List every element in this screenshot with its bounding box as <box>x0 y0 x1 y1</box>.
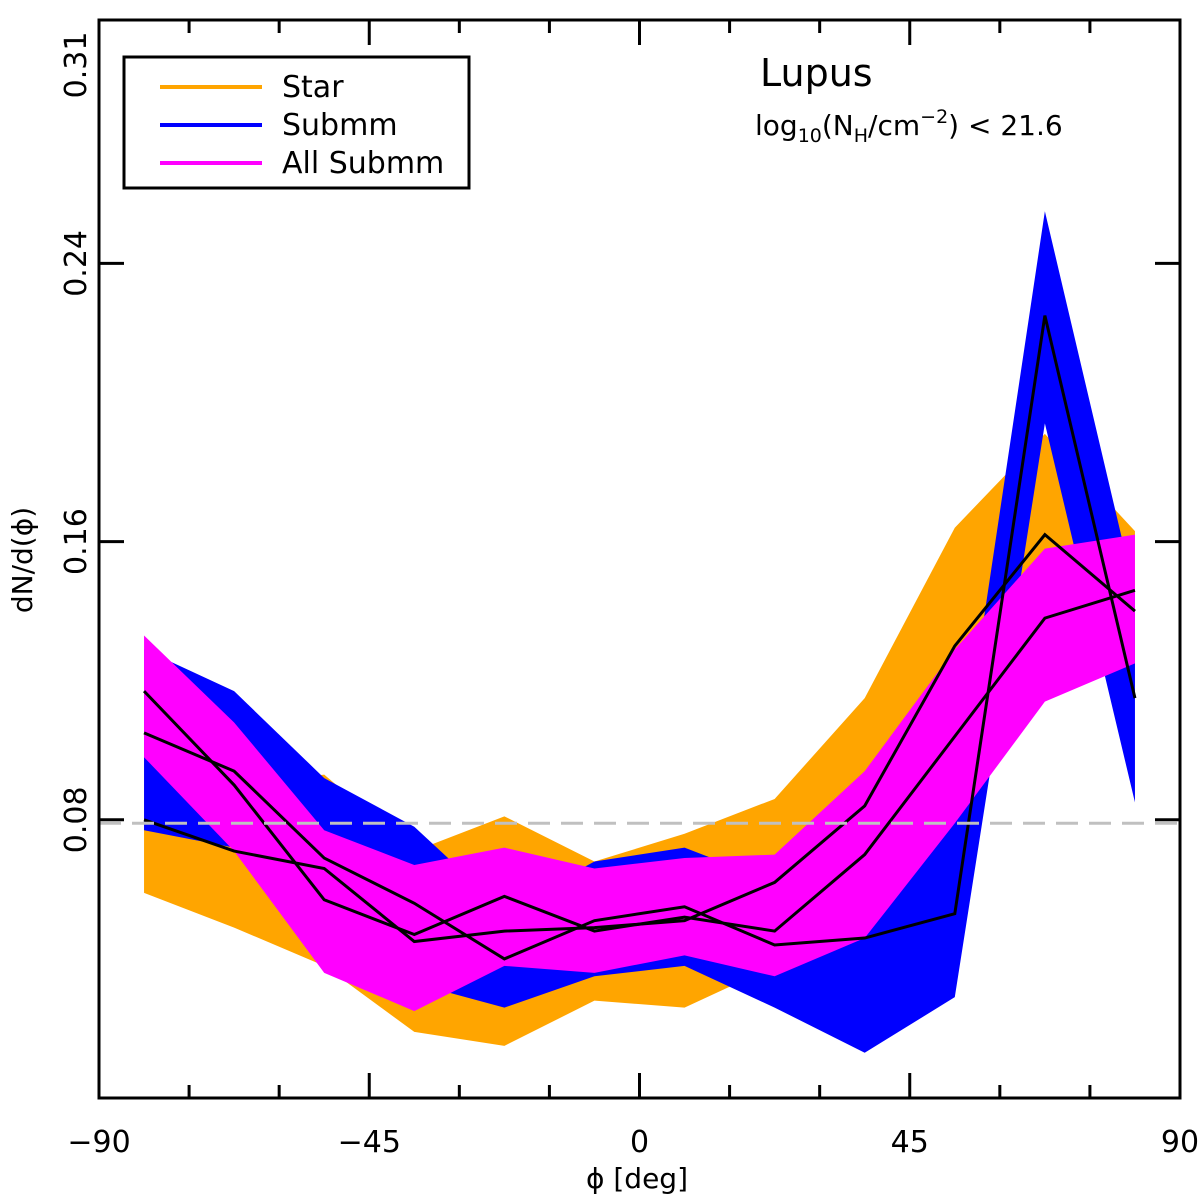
axis-ticks <box>97 18 1182 1098</box>
y-axis-label: dN/d(ϕ) <box>6 507 39 613</box>
x-tick-label: −90 <box>67 1125 130 1160</box>
x-tick-label: 90 <box>1161 1125 1199 1160</box>
legend-box <box>122 55 471 190</box>
condition-sup: −2 <box>920 106 948 128</box>
condition-prefix: log <box>755 109 798 142</box>
tick-labels: −90 −45 0 45 90 0.08 0.16 0.24 0.31 <box>59 32 1199 1160</box>
condition-sub2: H <box>854 125 868 147</box>
legend-label-all-submm: All Submm <box>282 146 444 181</box>
region-label: Lupus <box>760 51 873 95</box>
y-tick-label: 0.08 <box>59 786 94 853</box>
y-tick-label: 0.31 <box>59 32 94 99</box>
legend-label-star: Star <box>282 70 344 105</box>
y-tick-label: 0.16 <box>59 508 94 575</box>
column-density-condition: log10(NH/cm−2) < 21.6 <box>755 106 1063 147</box>
condition-mid: (N <box>822 109 854 142</box>
x-tick-label: 45 <box>891 1125 929 1160</box>
series-lines <box>142 315 1137 961</box>
annotation: Lupus log10(NH/cm−2) < 21.6 <box>755 51 1063 147</box>
x-tick-label: −45 <box>338 1125 401 1160</box>
line-submm <box>143 315 1137 961</box>
legend-label-submm: Submm <box>282 108 398 143</box>
condition-sub: 10 <box>798 125 822 147</box>
x-tick-label: 0 <box>630 1125 649 1160</box>
x-axis-label: ϕ [deg] <box>586 1162 688 1195</box>
line-all-submm <box>142 588 1136 937</box>
condition-suffix: ) < 21.6 <box>948 109 1063 142</box>
y-tick-label: 0.24 <box>59 230 94 297</box>
condition-unit: /cm <box>868 109 920 142</box>
